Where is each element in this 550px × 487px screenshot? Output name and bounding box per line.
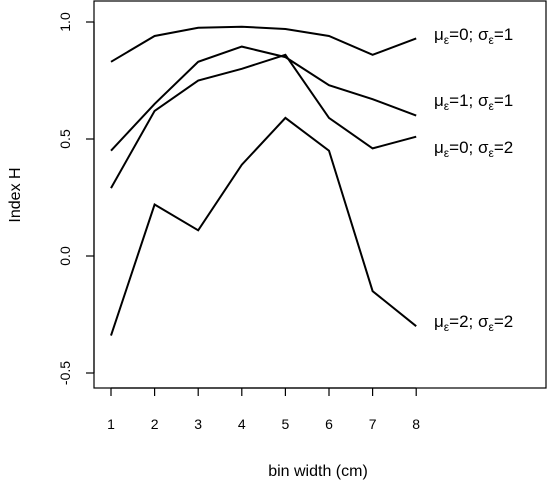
y-tick-label: 0.5 <box>57 129 73 149</box>
y-axis: -0.5 0.0 0.5 1.0 <box>57 12 95 385</box>
x-tick-label: 3 <box>194 416 202 432</box>
x-tick-label: 6 <box>325 416 333 432</box>
x-tick-label: 5 <box>282 416 290 432</box>
y-tick-label: 0.0 <box>57 246 73 266</box>
series-line-1 <box>110 25 417 63</box>
x-axis-title: bin width (cm) <box>268 463 368 480</box>
x-axis: 1 2 3 4 5 6 7 8 <box>107 387 420 432</box>
series-line-3 <box>110 53 417 189</box>
series-label-2: με=1; σε=1 <box>434 91 513 113</box>
series-line-2 <box>110 45 417 152</box>
series-label-3: με=0; σε=2 <box>434 138 513 160</box>
series-group <box>110 25 417 336</box>
y-tick-label: 1.0 <box>57 12 73 32</box>
y-axis-title: Index H <box>7 167 24 222</box>
series-label-4: με=2; σε=2 <box>434 312 513 334</box>
series-label-1: με=0; σε=1 <box>434 25 513 47</box>
series-labels: με=0; σε=1 με=1; σε=1 με=0; σε=2 με=2; σε=2 <box>434 25 513 334</box>
x-tick-label: 1 <box>107 416 115 432</box>
x-tick-label: 7 <box>369 416 377 432</box>
y-tick-label: -0.5 <box>57 361 73 385</box>
x-tick-label: 8 <box>412 416 420 432</box>
x-tick-label: 2 <box>151 416 159 432</box>
x-tick-label: 4 <box>238 416 246 432</box>
series-line-4 <box>110 116 417 336</box>
